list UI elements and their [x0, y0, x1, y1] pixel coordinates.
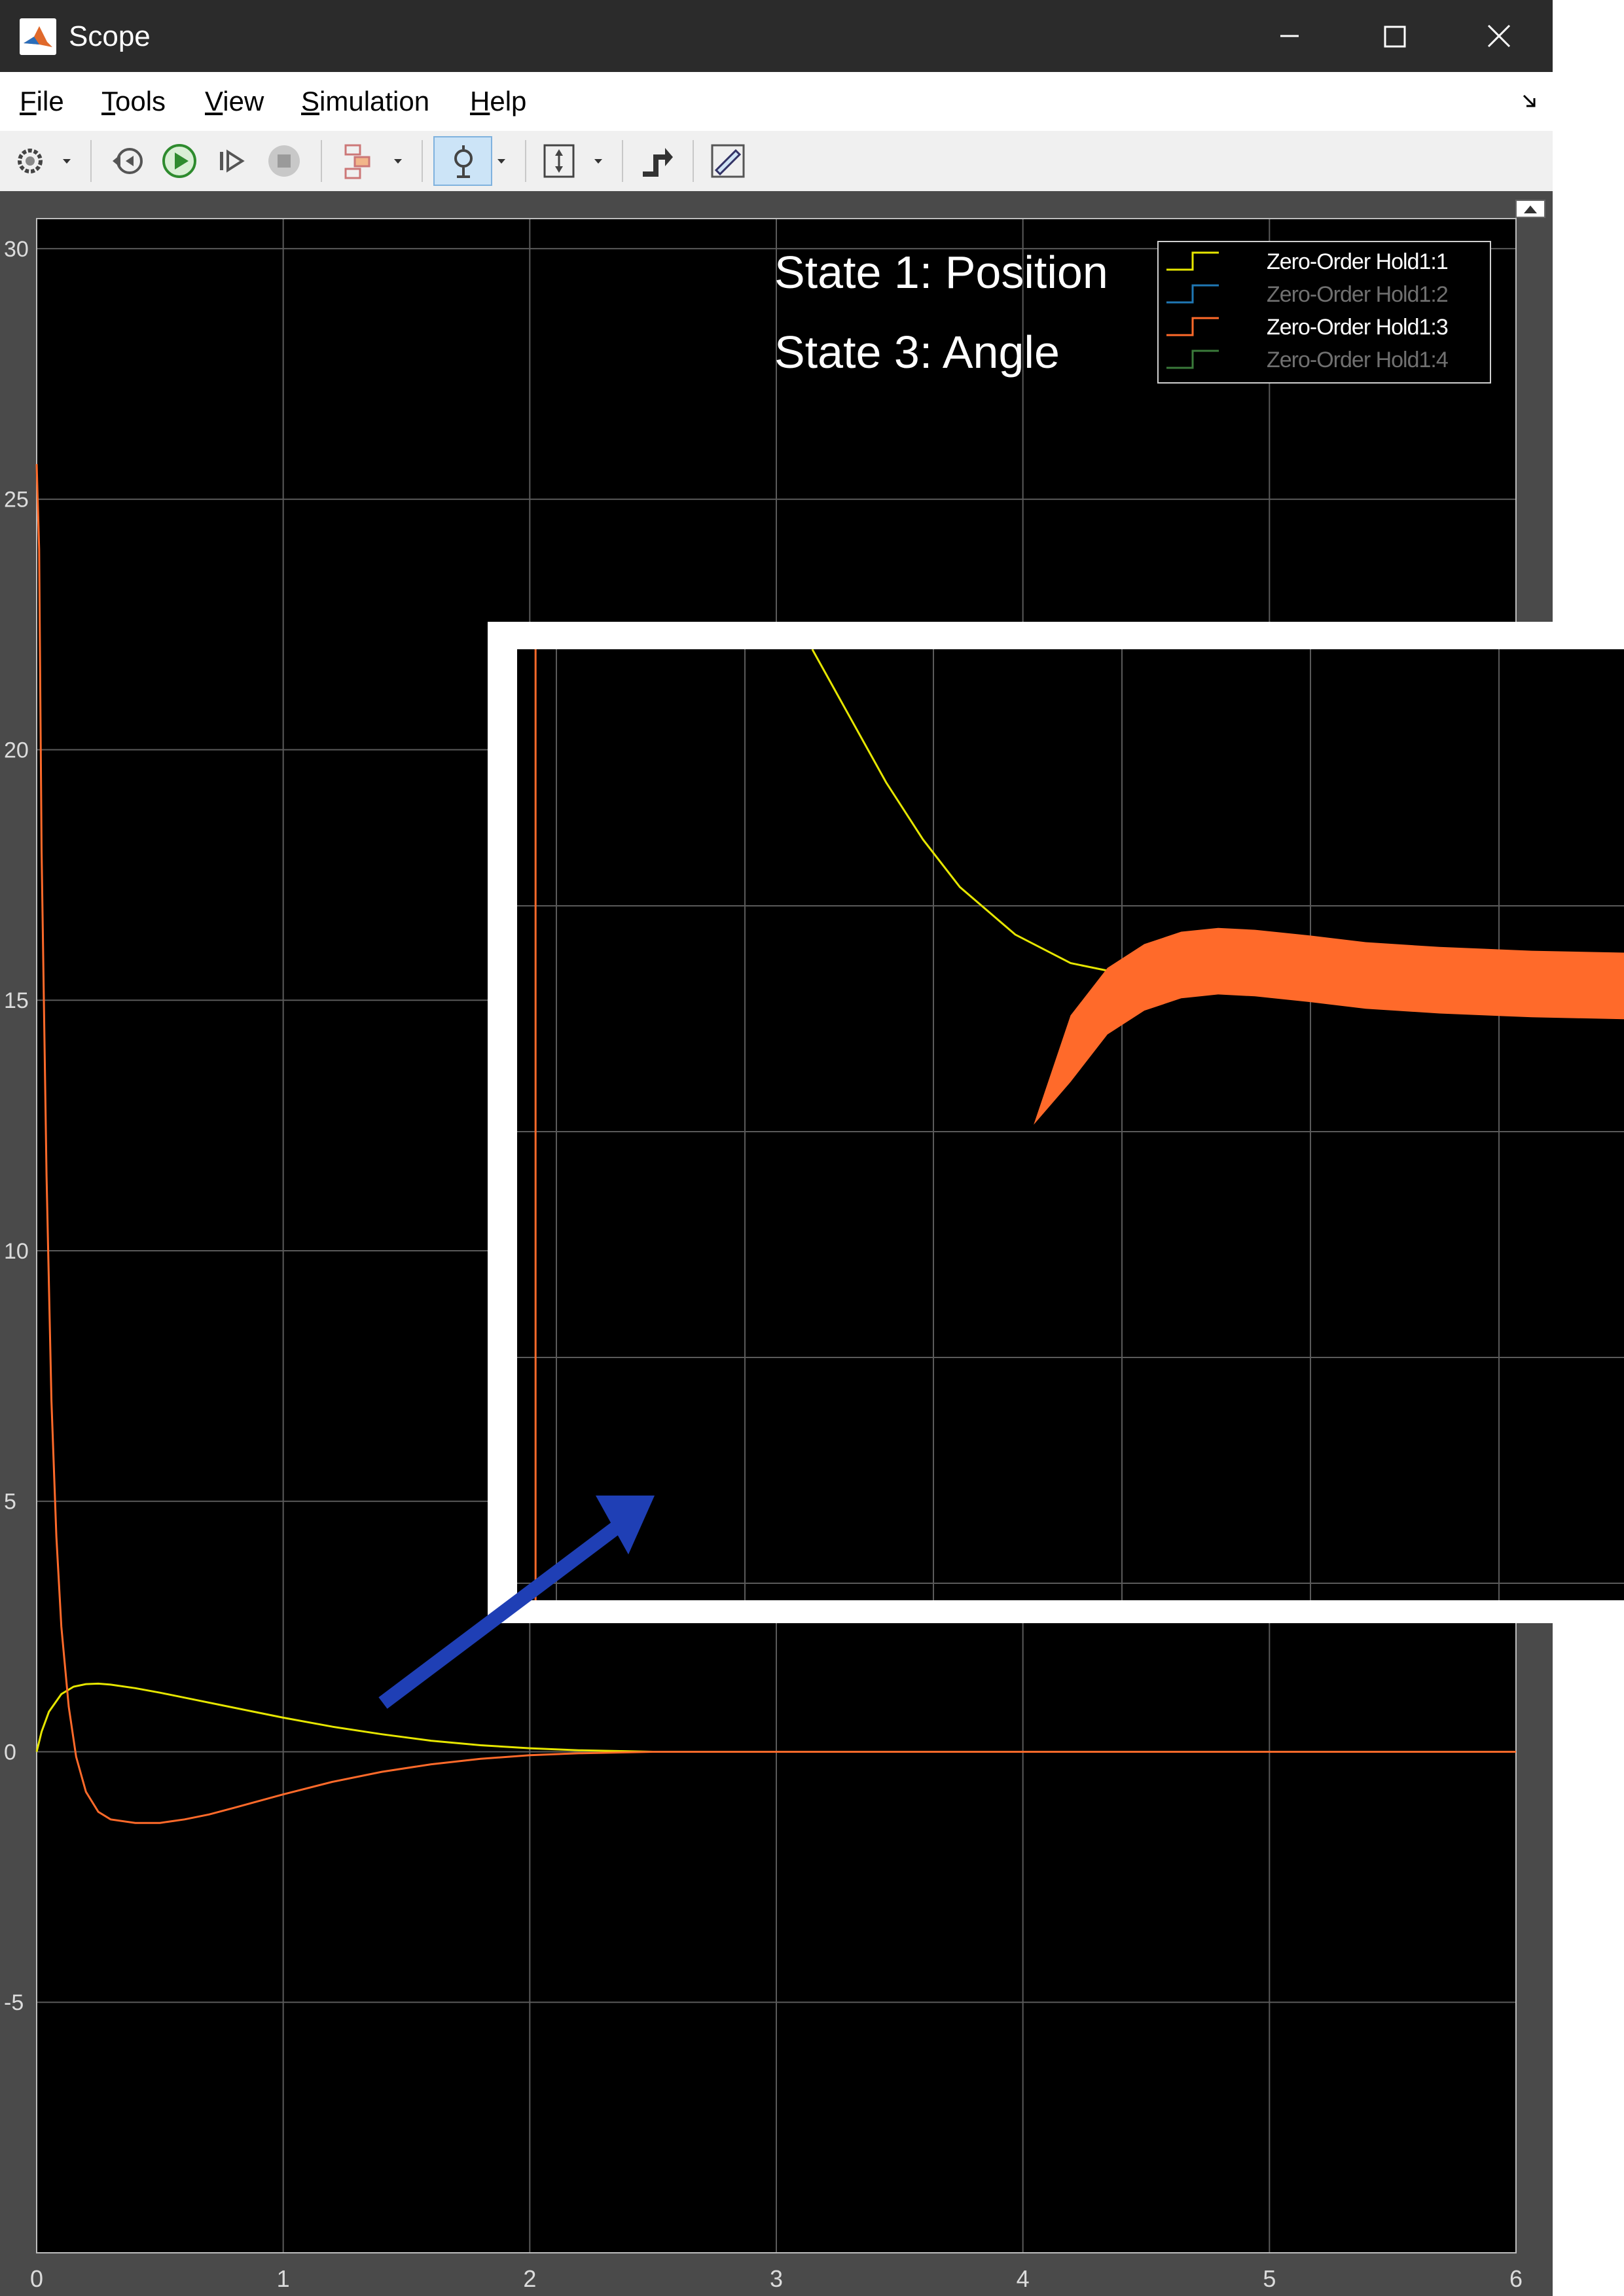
arrow-shaft	[378, 1522, 620, 1709]
maximize-button[interactable]	[1342, 0, 1447, 72]
chevron-down-icon[interactable]	[60, 154, 73, 168]
toolbar-separator	[622, 140, 623, 182]
stop-icon[interactable]	[263, 140, 305, 182]
menu-bar: File Tools View Simulation Help	[0, 72, 1553, 132]
toolbar	[0, 131, 1553, 192]
y-tick-label: -5	[4, 1990, 24, 2015]
series-line-2	[35, 464, 1516, 1824]
y-tick-label: 30	[4, 237, 29, 262]
menu-file[interactable]: File	[20, 86, 64, 117]
legend-item-2[interactable]: Zero-Order Hold1:2	[1159, 278, 1492, 310]
chevron-down-icon[interactable]	[391, 154, 405, 168]
minimize-icon	[1280, 35, 1299, 37]
maximize-icon	[1384, 26, 1406, 48]
y-tick-label: 5	[4, 1490, 16, 1515]
zoom-inset-plot	[517, 649, 1624, 1600]
x-tick-label: 5	[1263, 2265, 1276, 2292]
inset-series-band-2	[1034, 927, 1624, 1125]
zoom-icon[interactable]	[442, 140, 484, 182]
chevron-down-icon[interactable]	[592, 154, 605, 168]
legend-label-2: Zero-Order Hold1:2	[1267, 282, 1449, 307]
y-tick-label: 0	[4, 1740, 16, 1765]
scale-axes-icon[interactable]	[538, 140, 580, 182]
toolbar-separator	[90, 140, 92, 182]
y-tick-label: 15	[4, 988, 29, 1013]
run-icon[interactable]	[158, 140, 200, 182]
measurement-icon[interactable]	[707, 140, 749, 182]
inset-background	[517, 649, 1624, 1600]
expand-axes-icon[interactable]	[1515, 200, 1545, 218]
x-tick-label: 1	[277, 2265, 290, 2292]
menu-help[interactable]: Help	[470, 86, 527, 117]
legend-item-4[interactable]: Zero-Order Hold1:4	[1159, 343, 1492, 376]
legend-swatch-2	[1166, 284, 1219, 304]
y-tick-label: 20	[4, 738, 29, 762]
legend-label-4: Zero-Order Hold1:4	[1267, 348, 1449, 372]
x-tick-label: 6	[1509, 2265, 1523, 2292]
menu-simulation[interactable]: Simulation	[301, 86, 430, 117]
legend-label-3: Zero-Order Hold1:3	[1267, 315, 1449, 340]
close-button[interactable]	[1447, 0, 1551, 72]
toolbar-separator	[525, 140, 526, 182]
x-tick-label: 0	[30, 2265, 43, 2292]
x-tick-label: 2	[523, 2265, 536, 2292]
menu-tools[interactable]: Tools	[101, 86, 166, 117]
minimize-button[interactable]	[1237, 0, 1342, 72]
chevron-down-icon[interactable]	[495, 154, 508, 168]
matlab-logo-icon	[20, 18, 56, 55]
close-icon	[1487, 24, 1511, 48]
undock-icon[interactable]	[1520, 92, 1540, 111]
arrow-head	[596, 1496, 655, 1554]
state1-label: State 1: Position	[774, 247, 1108, 298]
toolbar-separator	[693, 140, 694, 182]
legend-label-1: Zero-Order Hold1:1	[1267, 249, 1449, 274]
legend-swatch-1	[1166, 251, 1219, 271]
highlight-block-icon[interactable]	[336, 140, 378, 182]
triggers-icon[interactable]	[636, 140, 678, 182]
legend-item-3[interactable]: Zero-Order Hold1:3	[1159, 310, 1492, 343]
toolbar-separator	[422, 140, 423, 182]
x-tick-label: 3	[770, 2265, 783, 2292]
step-forward-icon[interactable]	[211, 140, 253, 182]
settings-icon[interactable]	[9, 140, 51, 182]
x-tick-label: 4	[1017, 2265, 1030, 2292]
title-bar[interactable]: Scope	[0, 0, 1553, 72]
state-annotations: State 1: Position State 3: Angle	[774, 232, 1108, 392]
y-tick-label: 10	[4, 1239, 29, 1264]
legend[interactable]: Zero-Order Hold1:1 Zero-Order Hold1:2 Ze…	[1157, 241, 1491, 384]
legend-swatch-4	[1166, 350, 1219, 369]
toolbar-separator	[321, 140, 322, 182]
menu-view[interactable]: View	[205, 86, 264, 117]
step-back-icon[interactable]	[106, 140, 148, 182]
series-line-1	[35, 1682, 653, 1753]
y-tick-label: 25	[4, 488, 29, 512]
window-title: Scope	[69, 20, 151, 52]
legend-item-1[interactable]: Zero-Order Hold1:1	[1159, 245, 1492, 278]
state3-label: State 3: Angle	[774, 327, 1060, 378]
legend-swatch-3	[1166, 317, 1219, 336]
